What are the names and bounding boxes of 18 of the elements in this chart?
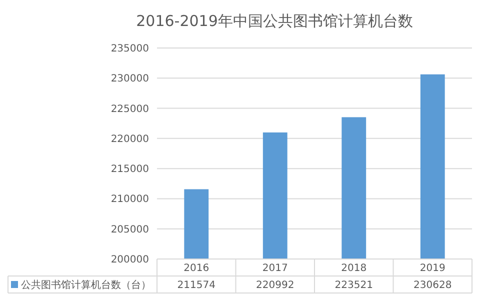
- y-tick-label: 220000: [110, 134, 149, 145]
- y-tick-label: 210000: [110, 194, 149, 206]
- legend-label: 公共图书馆计算机台数（台）: [21, 279, 151, 291]
- data-label: 230628: [414, 280, 452, 291]
- data-label: 223521: [334, 280, 373, 291]
- y-tick-label: 230000: [110, 74, 149, 85]
- y-tick-label: 225000: [110, 104, 149, 115]
- data-label: 220992: [256, 280, 294, 291]
- chart-title: 2016-2019年中国公共图书馆计算机台数: [136, 12, 413, 30]
- y-tick-label: 205000: [110, 224, 149, 236]
- y-tick-label: 235000: [110, 44, 149, 54]
- x-tick-label: 2016: [184, 263, 210, 274]
- x-tick-label: 2019: [420, 263, 446, 274]
- x-tick-label: 2017: [262, 263, 288, 274]
- x-tick-label: 2018: [341, 263, 367, 274]
- data-label: 211574: [177, 280, 216, 291]
- y-tick-label: 215000: [110, 164, 149, 176]
- y-tick-label: 200000: [110, 254, 149, 266]
